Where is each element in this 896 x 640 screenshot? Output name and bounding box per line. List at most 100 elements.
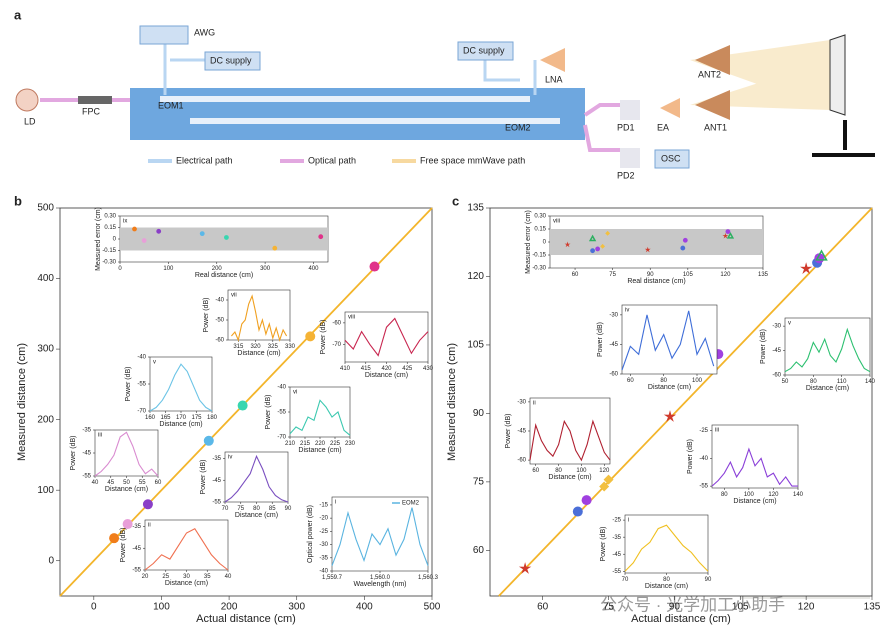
x-tick-label: 165: [160, 415, 171, 421]
inset-title: iii: [98, 433, 102, 439]
x-tick-label: 170: [176, 415, 187, 421]
x-axis-label: Actual distance (cm): [631, 613, 731, 625]
point: [680, 245, 686, 251]
x-tick-label: 90: [647, 272, 654, 278]
x-tick-label: 200: [212, 266, 223, 272]
y-axis-label: Power (dB): [203, 297, 210, 332]
plot-area: [144, 519, 229, 571]
x-tick-label: 105: [683, 272, 694, 278]
dc-box: [204, 51, 261, 71]
y-tick-label: -30: [319, 542, 328, 548]
legend-label: Electrical path: [176, 155, 233, 165]
x-axis-label: Real distance (cm): [195, 272, 253, 279]
line-series: [624, 524, 709, 572]
x-tick-label: 0: [91, 602, 97, 613]
y-tick-label: -35: [212, 456, 221, 462]
y-tick-label: -35: [612, 535, 621, 541]
y-axis-label: Power (dB): [265, 394, 272, 429]
y-tick-label: 200: [37, 414, 54, 425]
x-axis-label: Distance (cm): [365, 372, 408, 379]
reference-line: [498, 207, 873, 597]
x-tick-label: 35: [204, 574, 211, 580]
y-tick-label: -35: [82, 428, 91, 434]
y-tick-label: -70: [137, 409, 146, 415]
y-tick-label: -60: [517, 458, 526, 464]
x-tick-label: 120: [768, 492, 779, 498]
y-tick-label: -20: [319, 516, 328, 522]
osc-box: [654, 149, 690, 169]
panel-label: c: [452, 193, 459, 208]
diagram-label: EA: [657, 122, 669, 132]
error-band: [120, 227, 328, 251]
x-tick-label: 120: [599, 468, 610, 474]
x-tick-label: 80: [555, 468, 562, 474]
plot-area: [621, 304, 718, 375]
y-tick-label: -45: [612, 552, 621, 558]
plot-area: [711, 424, 799, 489]
x-axis-label: Distance (cm): [235, 512, 278, 519]
point: [237, 400, 248, 411]
panel-a: a AWG DC supply DC supply LNA ANT2 LD FPC EOM1 E…: [14, 7, 875, 180]
inset-title: iv: [228, 455, 232, 461]
antenna: [695, 45, 730, 120]
y-tick-label: -45: [132, 546, 141, 552]
x-axis-label: Distance (cm): [806, 385, 849, 392]
x-tick-label: 210: [285, 441, 296, 447]
y-tick-label: -0.30: [102, 260, 116, 266]
x-tick-label: 230: [345, 441, 356, 447]
y-tick-label: -45: [772, 348, 781, 354]
point: [722, 232, 729, 239]
line-series: [331, 507, 429, 566]
x-tick-label: 60: [155, 480, 162, 486]
inset-title: iii: [715, 428, 719, 434]
y-tick-label: -45: [212, 478, 221, 484]
plot-area: [94, 429, 159, 477]
diagram-label: OSC: [661, 153, 681, 163]
plot-area: [344, 311, 429, 363]
y-tick-label: -35: [319, 555, 328, 561]
error-band: [550, 229, 763, 255]
x-tick-label: 75: [237, 506, 244, 512]
x-tick-label: 60: [572, 272, 579, 278]
line-series: [144, 527, 229, 571]
x-tick-label: 100: [576, 468, 587, 474]
y-tick-label: -70: [332, 342, 341, 348]
x-tick-label: 55: [139, 480, 146, 486]
diagram-label: EOM1: [158, 100, 184, 110]
line-series: [784, 327, 871, 373]
y-tick-label: 0.30: [534, 214, 546, 220]
y-tick-label: -70: [277, 435, 286, 441]
x-axis-label: Distance (cm): [733, 498, 776, 505]
diagram-label: AWG: [194, 27, 215, 37]
x-tick-label: 135: [758, 272, 769, 278]
y-tick-label: 300: [37, 344, 54, 355]
y-axis-label: Power (dB): [320, 319, 327, 354]
x-tick-label: 90: [705, 577, 712, 583]
x-tick-label: 80: [663, 577, 670, 583]
inset-title: viii: [553, 219, 560, 225]
line-series: [149, 363, 213, 412]
y-tick-label: 105: [467, 340, 484, 351]
x-axis-label: Actual distance (cm): [196, 613, 296, 625]
y-axis-label: Power (dB): [505, 413, 512, 448]
y-tick-label: -55: [137, 382, 146, 388]
point: [224, 235, 229, 240]
x-tick-label: 175: [191, 415, 202, 421]
y-tick-label: -50: [215, 318, 224, 324]
x-tick-label: 410: [340, 366, 351, 372]
y-tick-label: 0.30: [104, 214, 116, 220]
x-tick-label: 60: [537, 602, 549, 613]
reflector: [829, 34, 846, 116]
x-tick-label: 90: [285, 506, 292, 512]
point: [644, 246, 651, 253]
x-tick-label: 100: [744, 492, 755, 498]
x-tick-label: 75: [603, 602, 615, 613]
point: [603, 474, 614, 485]
panel-label: b: [14, 193, 22, 208]
point: [815, 249, 828, 261]
y-tick-label: 0.15: [104, 225, 116, 231]
y-tick-label: 0: [48, 555, 54, 566]
x-tick-label: 140: [865, 379, 876, 385]
x-tick-label: 80: [721, 492, 728, 498]
y-tick-label: -60: [772, 373, 781, 379]
